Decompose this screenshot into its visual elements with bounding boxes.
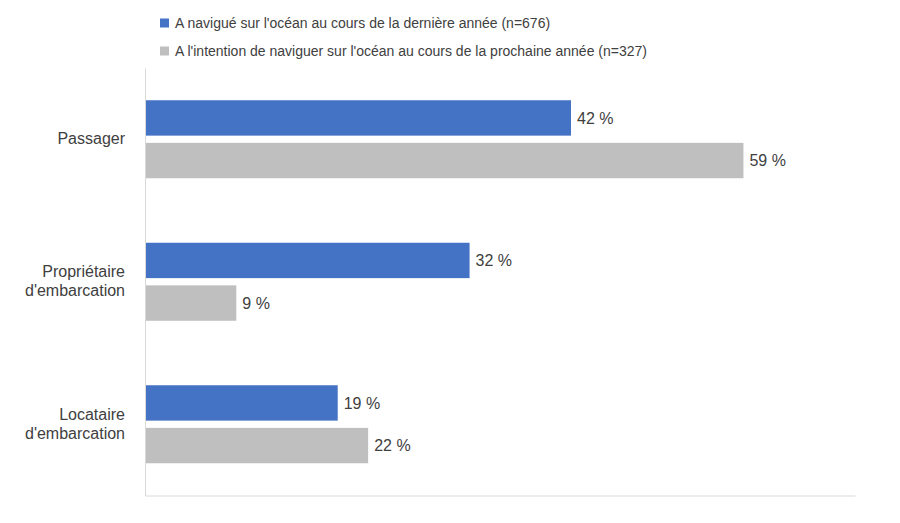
y-tick-label: Locataired'embarcation [25, 406, 125, 442]
y-tick-label: Propriétaired'embarcation [25, 263, 125, 299]
y-tick: Locataired'embarcation [25, 406, 145, 442]
y-tick: Propriétaired'embarcation [25, 263, 145, 299]
legend-label: A l'intention de naviguer sur l'océan au… [175, 43, 647, 59]
legend-swatch [160, 47, 169, 56]
y-tick-label: Passager [57, 130, 125, 147]
data-label: 22 % [374, 437, 410, 454]
data-label: 32 % [476, 252, 512, 269]
legend-label: A navigué sur l'océan au cours de la der… [175, 15, 550, 31]
legend: A navigué sur l'océan au cours de la der… [160, 15, 647, 59]
data-label: 42 % [577, 110, 613, 127]
y-axis-line [145, 69, 146, 497]
legend-swatch [160, 19, 169, 28]
x-axis [146, 496, 856, 497]
y-axis: Passager Propriétaired'embarcation Locatai… [25, 69, 146, 497]
bar [145, 100, 571, 135]
data-label: 59 % [749, 152, 785, 169]
bar [145, 143, 743, 178]
plot-area [145, 100, 743, 463]
bar [145, 428, 368, 463]
y-tick: Passager [57, 130, 145, 147]
data-label: 19 % [344, 395, 380, 412]
data-labels: 42 % 32 % 19 % 59 % 9 % 22 % [242, 110, 786, 455]
bar [145, 243, 470, 278]
x-axis-line [146, 496, 856, 497]
bar [145, 285, 236, 320]
bar [145, 385, 338, 420]
data-label: 9 % [242, 295, 270, 312]
chart: 42 % 32 % 19 % 59 % 9 % 22 % Passager Propriéta… [0, 0, 900, 523]
